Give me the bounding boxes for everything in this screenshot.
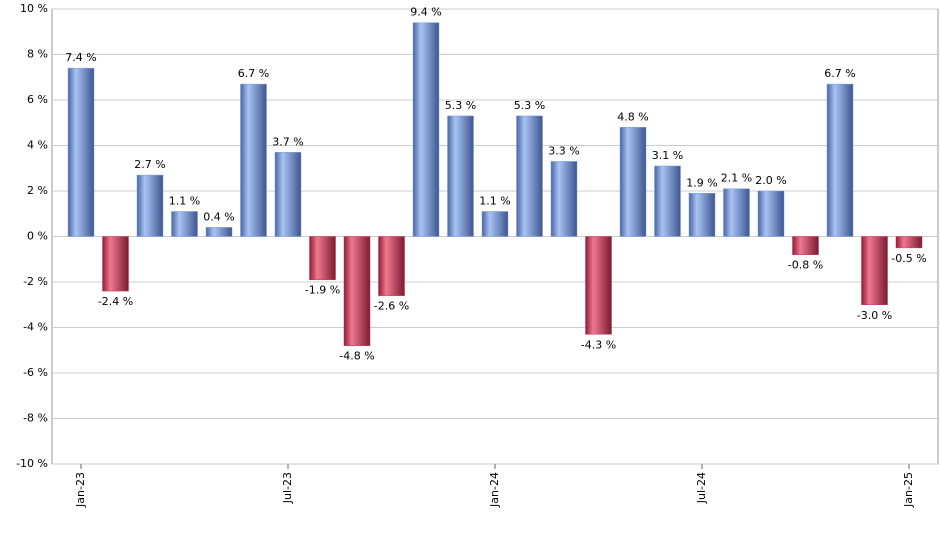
value-label: 3.3 %	[548, 144, 579, 157]
bar	[516, 115, 543, 237]
y-tick-label: -10 %	[16, 457, 48, 470]
bar	[412, 22, 440, 237]
value-label: 5.3 %	[514, 99, 545, 112]
value-label: 9.4 %	[410, 6, 441, 19]
x-tick-label: Jul-23	[281, 472, 294, 504]
x-tick-label: Jan-24	[488, 472, 501, 508]
y-tick-label: 6 %	[27, 93, 48, 106]
value-label: -4.8 %	[339, 350, 374, 363]
value-label: 6.7 %	[238, 67, 269, 80]
bar	[757, 190, 785, 237]
value-label: 7.4 %	[65, 51, 96, 64]
value-label: 1.1 %	[169, 194, 200, 207]
bar	[274, 152, 302, 237]
x-tick-label: Jul-24	[695, 472, 708, 504]
bar	[654, 165, 681, 237]
bar	[136, 174, 164, 237]
bar	[619, 127, 647, 237]
y-tick-label: 2 %	[27, 184, 48, 197]
bar	[792, 236, 819, 255]
bar	[895, 236, 923, 249]
bar	[240, 83, 267, 237]
value-label: -2.4 %	[98, 295, 133, 308]
value-label: 1.1 %	[479, 194, 510, 207]
bar	[826, 83, 854, 237]
value-label: 5.3 %	[445, 99, 476, 112]
y-tick-label: -4 %	[23, 321, 48, 334]
y-tick-label: 8 %	[27, 48, 48, 61]
value-label: 2.1 %	[721, 172, 752, 185]
value-label: -0.5 %	[891, 252, 926, 265]
y-tick-label: -6 %	[23, 366, 48, 379]
bar	[861, 236, 888, 305]
y-tick-label: 4 %	[27, 139, 48, 152]
x-tick-label: Jan-23	[74, 472, 87, 508]
value-label: 4.8 %	[617, 110, 648, 123]
bar	[205, 227, 233, 237]
value-label: -2.6 %	[374, 300, 409, 313]
value-label: 3.1 %	[652, 149, 683, 162]
y-tick-label: -2 %	[23, 275, 48, 288]
value-label: -1.9 %	[305, 284, 340, 297]
value-label: -4.3 %	[581, 338, 616, 351]
y-tick-label: 10 %	[20, 2, 48, 15]
y-tick-label: -8 %	[23, 412, 48, 425]
bar	[378, 236, 405, 296]
value-label: 2.7 %	[134, 158, 165, 171]
value-label: 2.0 %	[755, 174, 786, 187]
bar	[723, 188, 750, 237]
bar	[343, 236, 371, 346]
y-tick-label: 0 %	[27, 230, 48, 243]
value-label: -0.8 %	[788, 259, 823, 272]
value-label: 3.7 %	[272, 135, 303, 148]
bar	[67, 67, 95, 237]
value-label: -3.0 %	[857, 309, 892, 322]
bar	[309, 236, 336, 280]
bar	[171, 211, 198, 237]
bar	[481, 211, 509, 237]
bar	[688, 193, 716, 237]
value-label: 6.7 %	[824, 67, 855, 80]
value-label: 1.9 %	[686, 176, 717, 189]
bar	[102, 236, 129, 292]
bar	[447, 115, 474, 237]
bar	[550, 161, 578, 237]
x-tick-label: Jan-25	[902, 472, 915, 508]
bar	[585, 236, 612, 335]
value-label: 0.4 %	[203, 210, 234, 223]
